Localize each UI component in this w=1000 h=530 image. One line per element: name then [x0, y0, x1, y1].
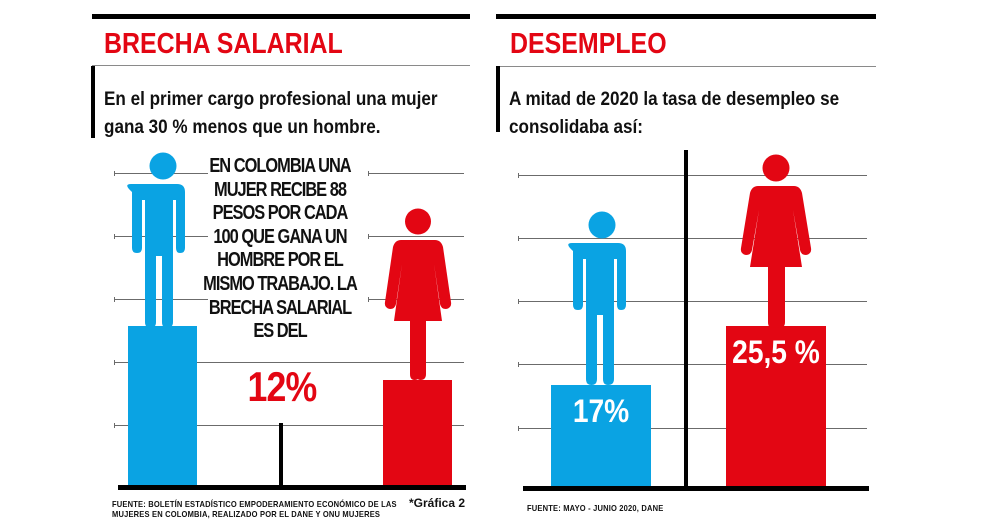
men-unemployment-bar	[551, 385, 651, 488]
callout-text: EN COLOMBIA UNA MUJER RECIBE 88 PESOS PO…	[198, 155, 362, 344]
callout-line: MUJER RECIBE 88	[214, 178, 347, 201]
chart-note: *Gráfica 2	[409, 496, 466, 510]
man-icon	[568, 211, 626, 385]
callout-line: PESOS POR CADA	[212, 202, 349, 225]
callout-line: EN COLOMBIA UNA	[209, 155, 351, 177]
gap-value: 12%	[247, 363, 318, 410]
baseline	[118, 485, 466, 490]
woman-icon	[384, 208, 452, 380]
title-divider	[496, 66, 876, 67]
gridline	[518, 426, 867, 431]
center-divider	[684, 150, 688, 488]
title-divider	[92, 65, 470, 66]
subtitle-line-1: A mitad de 2020 la tasa de desempleo se	[509, 89, 840, 110]
panel-title: BRECHA SALARIAL	[104, 28, 343, 60]
gridline	[518, 173, 867, 178]
subtitle-line-2: consolidaba así:	[509, 117, 643, 138]
gridline	[518, 362, 867, 367]
top-rule	[92, 14, 470, 19]
woman-icon	[740, 154, 812, 328]
callout-line: 100 QUE GANA UN	[213, 225, 347, 248]
gridline	[114, 423, 464, 428]
source-line-1: FUENTE: BOLETÍN ESTADÍSTICO EMPODERAMIEN…	[112, 500, 397, 509]
man-icon	[127, 152, 185, 328]
gridline	[114, 360, 464, 365]
callout-line: BRECHA SALARIAL	[208, 296, 352, 319]
baseline	[523, 486, 869, 491]
center-tick	[279, 423, 283, 487]
source-line-2: MUJERES EN COLOMBIA, REALIZADO POR EL DA…	[112, 510, 381, 519]
women-unemployment-bar	[726, 326, 826, 488]
lead-accent-bar	[91, 66, 95, 138]
women-salary-bar	[383, 380, 452, 487]
callout-line: HOMBRE POR EL	[217, 249, 344, 272]
lead-accent-bar	[496, 66, 500, 132]
callout-line: MISMO TRABAJO. LA	[203, 272, 358, 295]
top-rule	[496, 14, 876, 19]
men-unemployment-label: 17%	[572, 393, 630, 429]
subtitle-line-1: En el primer cargo profesional una mujer	[104, 89, 438, 110]
men-salary-bar	[128, 326, 197, 487]
panel-title: DESEMPLEO	[510, 28, 667, 60]
women-unemployment-label: 25,5 %	[732, 334, 820, 370]
gridline	[518, 236, 867, 241]
callout-line: ES DEL	[253, 320, 307, 343]
gridline	[518, 299, 867, 304]
source-line: FUENTE: MAYO - JUNIO 2020, DANE	[527, 504, 664, 513]
subtitle-line-2: gana 30 % menos que un hombre.	[104, 117, 381, 138]
gridline	[368, 171, 464, 176]
gridline	[368, 234, 464, 239]
gridline	[114, 297, 208, 302]
